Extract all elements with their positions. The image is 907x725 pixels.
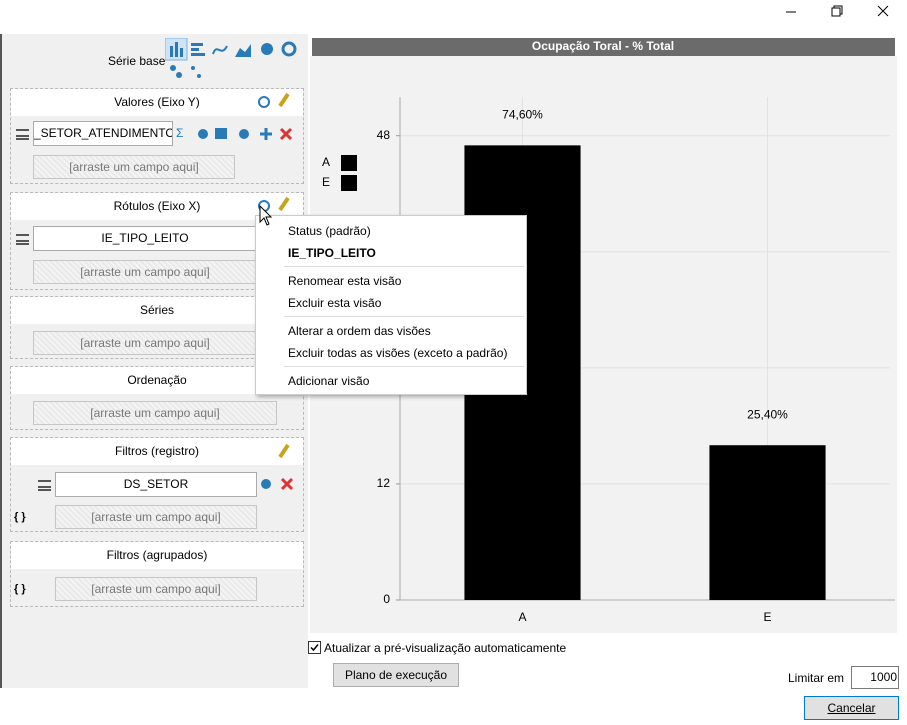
y-tick-label: 12: [377, 476, 391, 490]
section-icons: Σ: [176, 92, 294, 491]
y-tick-label: 0: [383, 592, 390, 606]
menu-item[interactable]: Excluir todas as visões (exceto a padrão…: [288, 346, 508, 360]
field-box[interactable]: DS_SETOR: [55, 472, 257, 497]
section-title: Filtros (registro): [11, 438, 303, 465]
section-title: Séries: [11, 297, 303, 324]
menu-item[interactable]: IE_TIPO_LEITO: [288, 246, 376, 260]
section-values: Valores (Eixo Y) _SETOR_ATENDIMENTO (c […: [10, 88, 304, 184]
section-title: Rótulos (Eixo X): [11, 193, 303, 220]
menu-item[interactable]: Renomear esta visão: [288, 274, 402, 288]
checkbox[interactable]: [308, 641, 322, 655]
cancel-label: Cancelar: [827, 701, 876, 715]
expression-braces[interactable]: { }: [14, 511, 26, 523]
limit-input[interactable]: 1000: [851, 666, 899, 689]
x-tick-label: A: [518, 610, 526, 624]
section-filters-grouped: Filtros (agrupados) { } [arraste um camp…: [10, 541, 304, 607]
data-label: 74,60%: [502, 108, 543, 122]
section-title: Filtros (agrupados): [11, 542, 303, 569]
chart-title: Ocupação Toral - % Total: [532, 39, 674, 53]
field-box[interactable]: _SETOR_ATENDIMENTO (c: [33, 121, 173, 146]
menu-item[interactable]: Status (padrão): [288, 224, 371, 238]
cancel-button[interactable]: Cancelar: [804, 696, 899, 720]
drop-placeholder: [arraste um campo aqui]: [33, 401, 277, 425]
chart-header: [312, 38, 895, 56]
checkbox-label[interactable]: Atualizar a pré-visualização automaticam…: [324, 641, 567, 655]
legend-label: E: [322, 175, 330, 189]
menu-item[interactable]: Alterar a ordem das visões: [288, 324, 431, 338]
x-tick-label: E: [763, 610, 771, 624]
y-tick-label: 48: [377, 128, 391, 142]
bar: [709, 445, 826, 600]
menu-separator: [284, 366, 524, 367]
window-controls: [786, 5, 889, 17]
mouse-cursor: [259, 205, 273, 226]
drag-handle[interactable]: [16, 234, 29, 245]
data-label: 25,40%: [747, 407, 788, 421]
legend-swatch: [341, 155, 357, 171]
section-title: Ordenação: [11, 367, 303, 394]
section-filters-record: Filtros (registro) DS_SETOR { } [arraste…: [10, 437, 304, 532]
limit-label: Limitar em: [788, 671, 845, 685]
plan-button[interactable]: Plano de execução: [333, 663, 459, 687]
field-box[interactable]: IE_TIPO_LEITO: [33, 226, 257, 251]
drop-placeholder: [arraste um campo aqui]: [33, 155, 235, 179]
drop-placeholder: [arraste um campo aqui]: [55, 577, 257, 601]
drag-handle[interactable]: [16, 129, 29, 140]
legend-label: A: [322, 155, 330, 169]
drop-placeholder: [arraste um campo aqui]: [55, 505, 257, 529]
drop-placeholder: [arraste um campo aqui]: [33, 331, 257, 355]
drop-placeholder: [arraste um campo aqui]: [33, 260, 257, 284]
drag-handle[interactable]: [38, 480, 51, 491]
section-title: Valores (Eixo Y): [11, 89, 303, 116]
menu-separator: [284, 266, 524, 267]
context-menu: Status (padrão) IE_TIPO_LEITO Renomear e…: [255, 215, 527, 395]
legend-swatch: [341, 175, 357, 191]
menu-separator: [284, 316, 524, 317]
chart-type-icons[interactable]: [165, 38, 305, 82]
serie-base-label: Série base: [108, 54, 166, 68]
expression-braces[interactable]: { }: [14, 583, 26, 595]
svg-text:Σ: Σ: [176, 126, 183, 140]
menu-item[interactable]: Excluir esta visão: [288, 296, 382, 310]
menu-item[interactable]: Adicionar visão: [288, 374, 370, 388]
